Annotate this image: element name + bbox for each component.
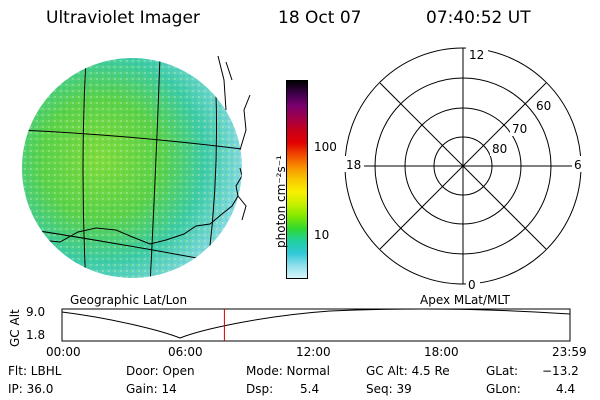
ip-info: IP: 36.0 xyxy=(8,382,54,396)
time-tick-0000: 00:00 xyxy=(46,345,81,359)
mlat-label-80: 80 xyxy=(492,142,507,156)
altitude-plot-frame xyxy=(61,308,571,342)
mlt-label-0: 0 xyxy=(468,278,476,292)
dsp-value: 5.4 xyxy=(300,382,320,396)
colorbar-tick-10: 10 xyxy=(314,228,330,242)
observation-date: 18 Oct 07 xyxy=(278,8,362,28)
instrument-title: Ultraviolet Imager xyxy=(46,8,200,28)
uv-disk xyxy=(22,58,242,278)
time-tick-2359: 23:59 xyxy=(552,345,587,359)
mlt-label-12: 12 xyxy=(469,48,484,62)
glat-label: GLat: xyxy=(486,364,519,378)
color-scale-bar xyxy=(286,80,308,279)
altitude-curve xyxy=(61,308,571,339)
observation-time: 07:40:52 UT xyxy=(426,8,531,28)
mlt-label-18: 18 xyxy=(346,158,361,172)
polar-diagonal-b xyxy=(379,82,547,250)
mlat-label-70: 70 xyxy=(512,122,527,136)
sequence-info: Seq: 39 xyxy=(366,382,412,396)
time-tick-0600: 06:00 xyxy=(168,345,203,359)
glon-value: 4.4 xyxy=(556,382,576,396)
apex-panel-label: Apex MLat/MLT xyxy=(420,293,510,307)
door-info: Door: Open xyxy=(126,364,195,378)
glat-value: −13.2 xyxy=(542,364,579,378)
time-tick-1800: 18:00 xyxy=(424,345,459,359)
dsp-label: Dsp: xyxy=(246,382,274,396)
colorbar-tick-100: 100 xyxy=(314,140,337,154)
geographic-panel-label: Geographic Lat/Lon xyxy=(70,293,188,307)
glon-label: GLon: xyxy=(486,382,521,396)
altitude-tick-low: 1.8 xyxy=(26,328,46,342)
gain-info: Gain: 14 xyxy=(126,382,177,396)
mlt-label-6: 6 xyxy=(574,158,582,172)
gc-altitude-info: GC Alt: 4.5 Re xyxy=(366,364,450,378)
mlat-label-60: 60 xyxy=(536,99,551,113)
altitude-tick-high: 9.0 xyxy=(26,305,46,319)
mode-info: Mode: Normal xyxy=(246,364,330,378)
time-tick-1200: 12:00 xyxy=(296,345,331,359)
filter-info: Flt: LBHL xyxy=(8,364,62,378)
